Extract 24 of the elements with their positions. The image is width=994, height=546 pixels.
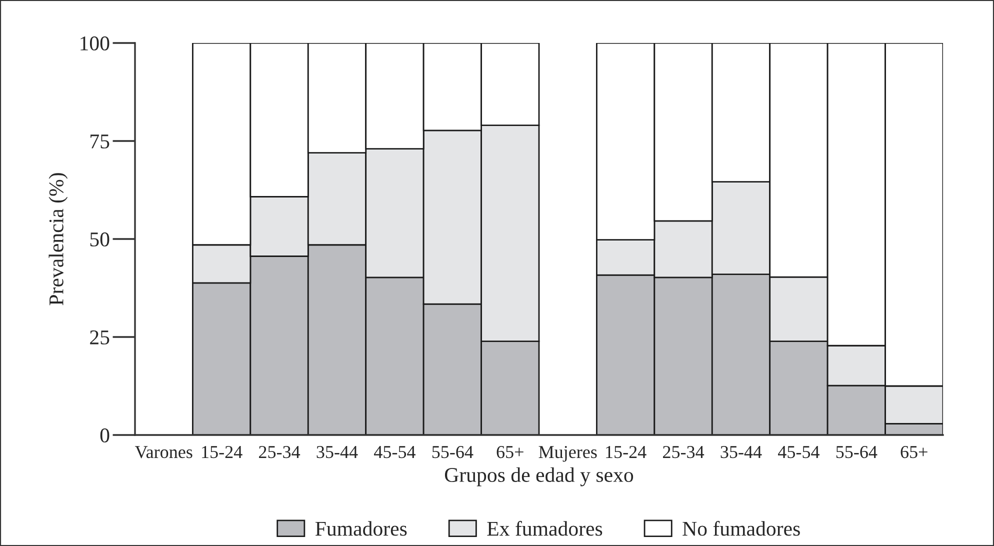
x-tick-label: 65+ (900, 446, 928, 458)
x-tick-label: 55-64 (836, 446, 878, 458)
x-tick-label: 15-24 (606, 446, 646, 458)
x-tick-label: 15-24 (202, 446, 242, 458)
legend-label: Ex fumadores (487, 520, 602, 536)
x-tick-label: 45-54 (374, 446, 416, 458)
x-axis-title: Grupos de edad y sexo (444, 467, 634, 486)
y-tick-label: 0 (100, 428, 110, 442)
x-tick-label: 25-34 (663, 446, 704, 458)
x-tick-label: Varones (134, 446, 192, 458)
legend-label: No fumadores (682, 520, 800, 536)
legend-label: Fumadores (315, 521, 407, 536)
x-tick-label: 55-64 (432, 446, 474, 458)
y-tick-label: 25 (90, 330, 110, 344)
y-axis-title: Prevalencia (%) (48, 173, 68, 306)
y-tick-label: 75 (90, 134, 110, 148)
x-tick-label: 35-44 (316, 446, 358, 458)
y-tick-label: 100 (80, 36, 110, 50)
x-tick-label: 25-34 (259, 446, 300, 458)
x-tick-label: 35-44 (720, 446, 762, 458)
y-tick-label: 50 (90, 232, 110, 246)
x-tick-label: 45-54 (778, 446, 820, 458)
x-tick-label: Mujeres (538, 446, 597, 462)
x-tick-label: 65+ (496, 446, 524, 458)
